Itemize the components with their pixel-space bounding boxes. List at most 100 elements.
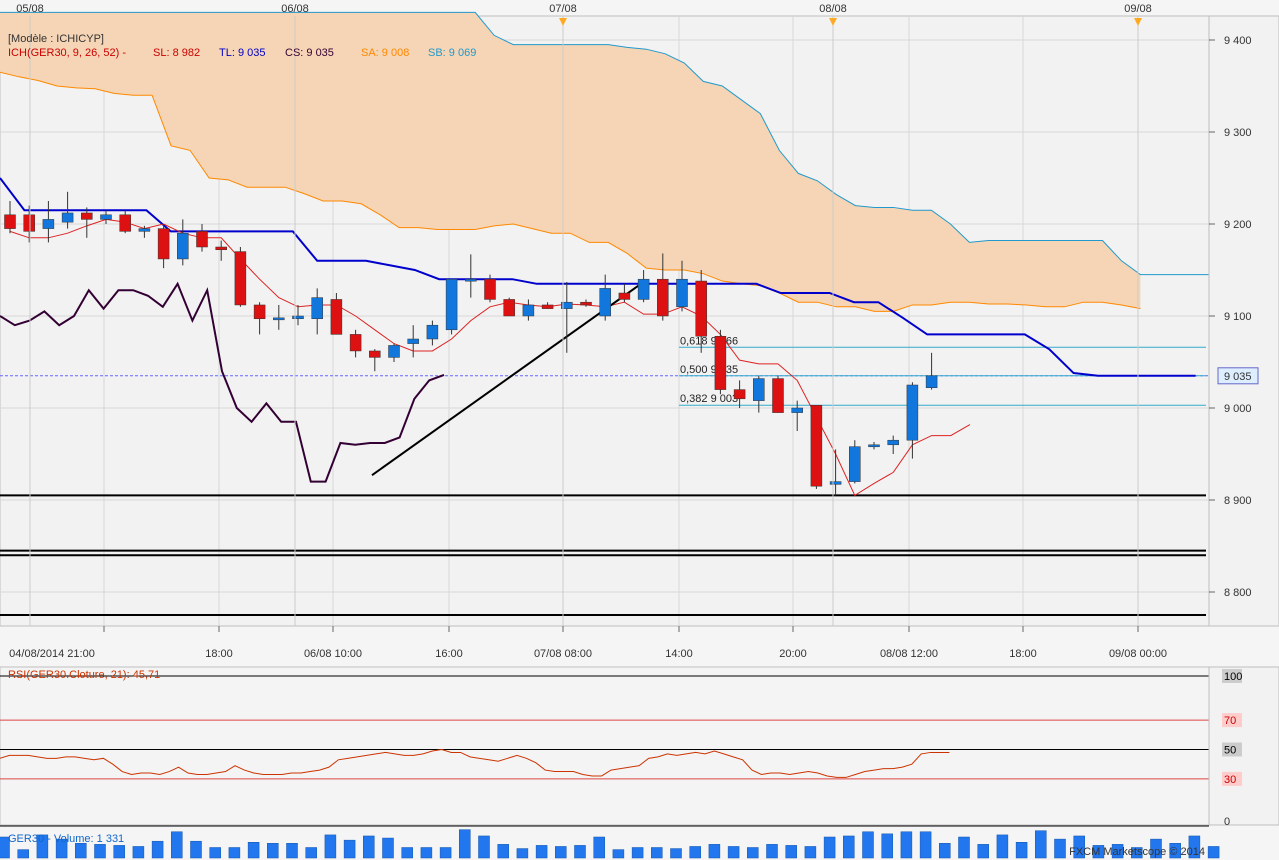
x-tick-label: 18:00 [1009,648,1037,660]
candle-body [349,334,362,352]
candle-body [119,214,131,232]
volume-bar [36,834,49,859]
copyright: FXCM Marketscope © 2014 [1069,846,1205,858]
candle-body [42,219,55,229]
volume-bar [324,834,337,859]
candle-body [273,317,285,321]
x-tick-label: 14:00 [665,648,693,660]
y-tick-label: 9 300 [1224,127,1252,139]
x-tick-label: 04/08/2014 21:00 [9,648,95,660]
volume-bar [1035,830,1047,859]
top-date-label: 09/08 [1124,3,1152,15]
candle-body [561,301,573,309]
volume-bar [17,849,29,859]
candle-body [388,345,400,358]
volume-bar [305,847,317,859]
axes: 9 400 9 300 9 200 9 100 9 000 8 900 8 800 9 035… [9,3,1279,828]
ichimoku-cloud [0,11,1217,312]
candle-body [503,299,515,317]
volume-bar [228,847,241,859]
volume-bar [612,849,625,859]
volume-bar [401,847,413,859]
candle-body [906,384,919,441]
candle-body [599,288,611,317]
legend-item: TL: 9 035 [219,47,265,59]
right-axis-bg [1208,15,1279,627]
x-tick-label: 08/08 12:00 [880,648,938,660]
session-marker [1134,18,1142,26]
volume-bar [478,835,490,859]
volume-bar [727,846,740,859]
candle-body [292,315,304,320]
candle-body [772,378,784,413]
rsi-tick-bg [1222,669,1242,683]
rsi-title: RSI(GER30.Cloture, 21): 45,71 [8,669,160,681]
candle-body [887,439,899,446]
volume-bar [766,844,778,859]
volume-bar [862,831,874,859]
volume-pane: GER30 - Volume: 1 331 FXCM Marketscope © … [0,825,1220,859]
volume-bar [1150,838,1162,859]
candle-body [733,389,746,400]
volume-bar [1188,835,1201,859]
candle-body [4,214,16,229]
chikou-line [0,281,445,483]
volume-bar [939,843,951,859]
candle-body [311,297,323,320]
top-date-label: 05/08 [16,3,44,15]
legend-item: SB: 9 069 [428,47,476,59]
candle-body [369,350,381,358]
candle-body [61,212,74,223]
volume-bar [785,845,797,859]
volume-bar [209,847,221,859]
volume-bar [555,846,567,859]
volume-bar [94,844,106,859]
volume-bar [689,846,701,859]
volume-bar [1054,838,1066,859]
tenkan-line [9,218,971,497]
candle-body [330,299,343,335]
fib-label: 0,618 9 066 [680,335,738,347]
y-tick-label: 9 000 [1224,403,1252,415]
fib-label: 0,500 9 035 [680,364,738,376]
candle-body [407,338,419,344]
candle-body [791,407,803,413]
volume-bar [497,844,509,859]
session-marker [829,18,837,26]
rsi-tick-label: 70 [1224,715,1236,727]
top-date-label: 06/08 [281,3,309,15]
candle-body [657,278,669,317]
volume-bar [132,846,145,859]
volume-bar [382,837,394,859]
candle-body [253,304,266,320]
x-tick-label: 18:00 [205,648,233,660]
candle-body [138,228,151,232]
candle-body [580,301,592,306]
candle-body [81,212,93,220]
candle-body [829,481,842,485]
volume-bar [516,848,529,859]
volume-bar [631,847,644,859]
rsi-plot-area [0,666,1210,826]
volume-bar [439,847,452,859]
candle-body [637,278,650,300]
rsi-tick-label: 100 [1224,671,1242,683]
y-tick-label: 9 200 [1224,219,1252,231]
horizontal-levels [0,375,1209,616]
x-tick-label: 16:00 [435,648,463,660]
candle-body [177,232,189,260]
volume-bar [363,835,375,859]
volume-bar [670,848,682,859]
y-tick-label: 9 100 [1224,311,1252,323]
candle-body [868,444,880,448]
candle-body [522,304,535,317]
chart-title: [Modèle : ICHICYP] [8,33,104,45]
cloud-fill [0,12,1141,312]
candle-body [484,278,496,300]
candlesticks [4,191,938,496]
rsi-tick-bg [1222,771,1242,786]
candle-body [196,231,208,248]
candle-body [925,375,938,389]
candle-body [215,246,227,251]
